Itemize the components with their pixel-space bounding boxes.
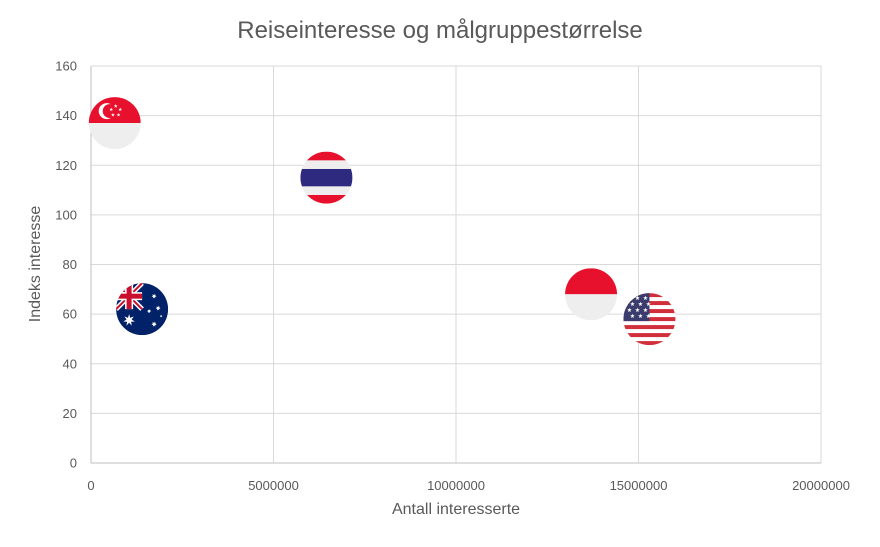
star-icon — [116, 112, 121, 117]
southern-cross-star-icon — [159, 314, 163, 318]
grid-layer — [91, 65, 822, 463]
y-axis-label: Indeks interesse — [27, 206, 44, 323]
southern-cross-star-icon — [155, 305, 161, 311]
y-tick-label: 20 — [63, 406, 77, 421]
x-axis-label: Antall interesserte — [392, 501, 520, 518]
flag-star-icon — [643, 295, 648, 301]
flag-white-band — [88, 123, 141, 150]
data-point-indonesia — [565, 268, 618, 321]
x-tick-label: 5000000 — [248, 478, 299, 493]
flag-red-band — [300, 151, 353, 161]
data-point-singapore — [88, 97, 141, 150]
star-icon — [109, 107, 114, 112]
flag-red-stripe — [623, 333, 676, 338]
flag-red-stripe — [623, 325, 676, 330]
flag-star-icon — [646, 313, 651, 319]
star-icon — [113, 104, 118, 108]
flag-white-band — [565, 294, 618, 321]
data-point-usa — [623, 293, 676, 346]
flag-star-icon — [630, 313, 635, 319]
flag-star-icon — [643, 307, 648, 313]
tick-labels: 0 20 40 60 80 100 120 140 160 0 5000000 10000000 150… — [55, 59, 850, 494]
flag-star-icon — [635, 307, 640, 313]
flag-star-icon — [627, 295, 632, 301]
y-tick-label: 80 — [63, 257, 77, 272]
southern-cross-star-icon — [151, 321, 157, 327]
flag-star-icon — [630, 301, 635, 307]
x-tick-label: 15000000 — [610, 478, 668, 493]
x-tick-label: 20000000 — [792, 478, 850, 493]
y-tick-label: 120 — [55, 158, 77, 173]
y-tick-label: 60 — [63, 307, 77, 322]
flag-star-icon — [638, 313, 643, 319]
data-point-thailand — [300, 151, 353, 204]
flag-star-icon — [646, 301, 651, 307]
data-points — [88, 97, 676, 346]
flag-star-icon — [638, 301, 643, 307]
y-tick-label: 100 — [55, 207, 77, 222]
y-tick-label: 40 — [63, 356, 77, 371]
y-tick-label: 0 — [70, 456, 77, 471]
y-tick-label: 160 — [55, 59, 77, 74]
x-tick-label: 0 — [87, 478, 94, 493]
star-icon — [111, 112, 115, 117]
union-cross-red — [116, 293, 143, 299]
crescent-inner — [102, 104, 117, 119]
southern-cross-star-icon — [151, 293, 157, 299]
star-icon — [118, 107, 123, 112]
commonwealth-star-icon — [123, 314, 135, 326]
data-point-australia — [116, 283, 169, 336]
flag-red-stripe — [623, 341, 676, 346]
flag-star-icon — [635, 295, 640, 301]
flag-red-band — [565, 268, 618, 295]
flag-red-band — [300, 194, 353, 204]
x-tick-label: 10000000 — [427, 478, 485, 493]
flag-blue-band — [300, 168, 353, 187]
chart-title: Reiseinteresse og målgruppestørrelse — [237, 17, 643, 44]
southern-cross-star-icon — [146, 308, 152, 314]
y-tick-label: 140 — [55, 108, 77, 123]
flag-star-icon — [627, 307, 632, 313]
